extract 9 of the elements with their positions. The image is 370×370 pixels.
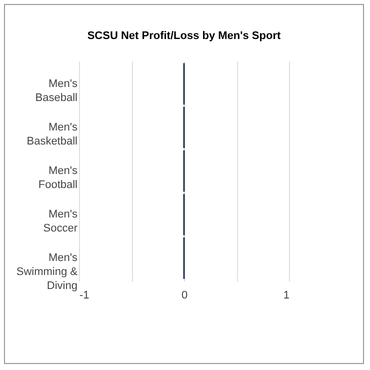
x-tick-label: 0 [181,290,188,302]
y-tick-label: Men's Swimming & Diving [16,252,78,292]
y-tick-label: Men's Basketball [26,121,78,148]
x-tick-label: -1 [80,290,90,302]
y-tick-label: Men's Baseball [35,78,78,104]
chart-title: SCSU Net Profit/Loss by Men's Sport [87,30,281,42]
y-tick-label: Men's Football [38,165,78,191]
x-tick-label: 1 [283,290,290,302]
y-tick-label: Men's Soccer [43,208,78,235]
